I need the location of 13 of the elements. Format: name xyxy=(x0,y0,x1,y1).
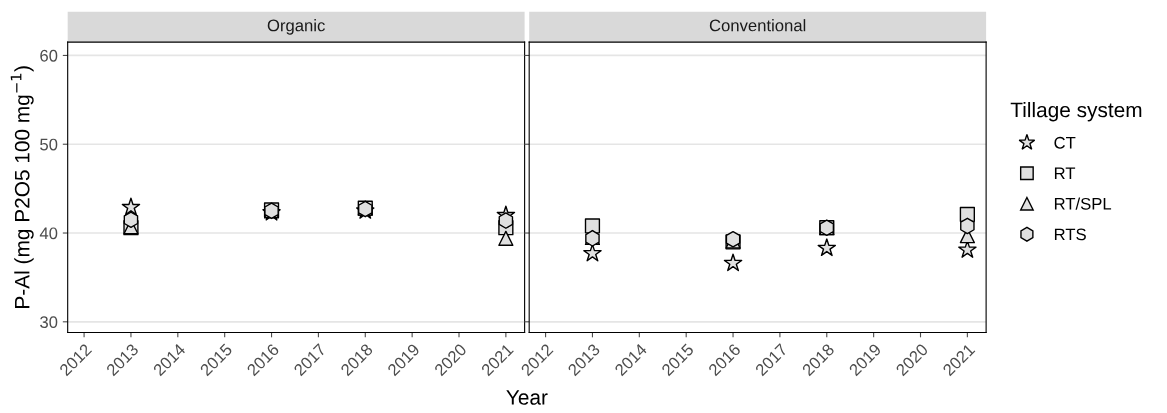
chart-title: Organic xyxy=(267,19,325,35)
y-tick-label: 50 xyxy=(40,138,58,151)
legend-title: Tillage system xyxy=(1010,102,1142,122)
legend-label: RT/SPL xyxy=(1054,197,1112,210)
legend-label: RTS xyxy=(1054,228,1086,241)
x-axis-title: Year xyxy=(506,390,548,405)
y-tick-label: 40 xyxy=(39,227,58,240)
legend-label: RT xyxy=(1054,167,1076,180)
legend-label: CT xyxy=(1054,136,1076,149)
chart-title: Conventional xyxy=(709,19,806,32)
y-axis-title: P-Al (mg P2O5 100 mg$^{−1}$) xyxy=(10,66,34,308)
y-tick-label: 60 xyxy=(40,49,58,62)
y-tick-label: 30 xyxy=(40,316,58,329)
